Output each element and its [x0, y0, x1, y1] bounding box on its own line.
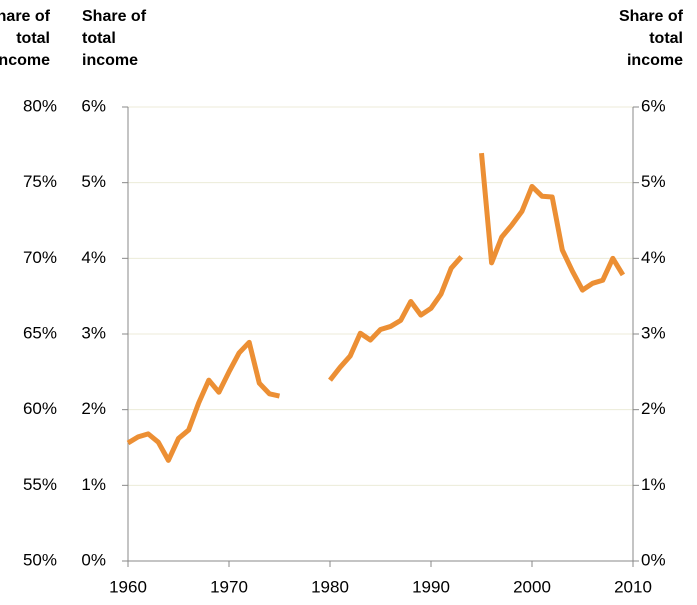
y-tick-label: 3%: [81, 323, 106, 342]
y2-tick-label: 80%: [23, 96, 57, 115]
y-tick-label: 6%: [81, 96, 106, 115]
y-right-tick-label: 4%: [641, 248, 666, 267]
y-tick-label: 2%: [81, 399, 106, 418]
y2-tick-label: 75%: [23, 172, 57, 191]
right-axis-title: Share of total income: [618, 8, 683, 69]
y-right-tick-label: 1%: [641, 475, 666, 494]
y2-tick-label: 55%: [23, 475, 57, 494]
y2-tick-label: 60%: [23, 399, 57, 418]
x-tick-label: 1980: [311, 577, 349, 596]
y2-tick-label: 50%: [23, 550, 57, 569]
y-tick-label: 1%: [81, 475, 106, 494]
x-tick-label: 1990: [412, 577, 450, 596]
far-left-axis-title: Share of total income: [0, 8, 50, 69]
x-tick-label: 2010: [614, 577, 652, 596]
y2-tick-label: 65%: [23, 323, 57, 342]
y2-tick-label: 70%: [23, 248, 57, 267]
y-right-tick-label: 0%: [641, 550, 666, 569]
data-line: [126, 152, 626, 463]
y-tick-label: 0%: [81, 550, 106, 569]
y-right-tick-label: 6%: [641, 96, 666, 115]
x-tick-label: 1970: [210, 577, 248, 596]
y-tick-label: 4%: [81, 248, 106, 267]
y-right-tick-label: 3%: [641, 323, 666, 342]
x-tick-label: 1960: [109, 577, 147, 596]
y-tick-label: 5%: [81, 172, 106, 191]
left-axis-title: Share of total income: [82, 8, 147, 69]
y-right-tick-label: 5%: [641, 172, 666, 191]
y-right-tick-label: 2%: [641, 399, 666, 418]
x-tick-label: 2000: [513, 577, 551, 596]
